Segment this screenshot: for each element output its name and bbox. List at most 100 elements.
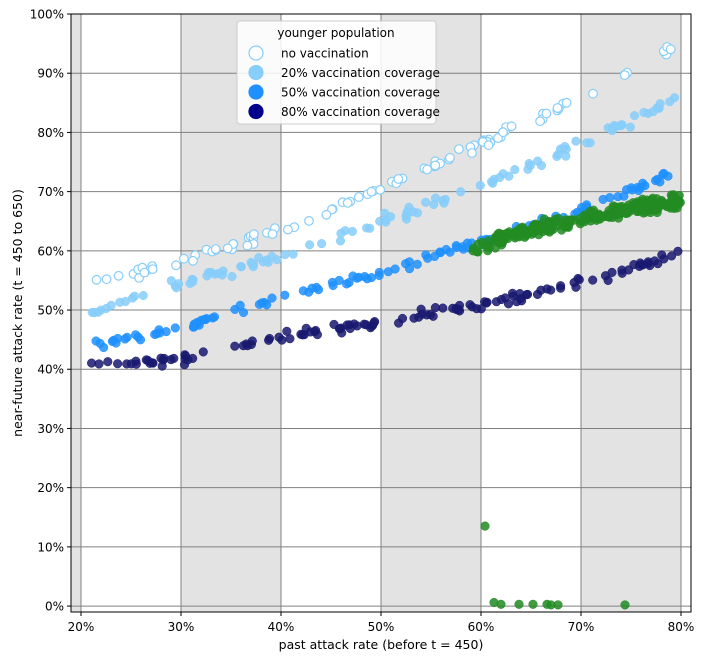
data-point xyxy=(625,122,635,132)
data-point xyxy=(588,205,599,215)
data-point xyxy=(623,208,633,218)
data-point xyxy=(456,187,466,197)
legend-marker xyxy=(248,103,264,120)
data-point xyxy=(634,261,644,271)
data-point xyxy=(645,261,655,271)
data-point xyxy=(483,140,494,151)
y-tick-label: 50% xyxy=(37,304,64,318)
data-point xyxy=(560,215,570,225)
x-tick-label: 70% xyxy=(568,620,595,634)
data-point xyxy=(430,160,441,171)
legend-marker xyxy=(248,84,264,100)
data-point xyxy=(422,310,432,320)
data-point xyxy=(348,271,358,281)
data-point xyxy=(536,160,547,171)
data-point xyxy=(497,240,507,250)
data-point xyxy=(475,180,485,190)
data-point xyxy=(619,70,630,80)
data-point xyxy=(607,267,617,277)
data-point xyxy=(488,178,498,188)
data-point xyxy=(327,277,337,287)
data-point xyxy=(571,136,581,146)
data-point xyxy=(138,290,148,301)
legend-label: 20% vaccination coverage xyxy=(281,66,440,80)
data-point xyxy=(188,255,198,266)
data-point xyxy=(394,318,404,328)
data-point xyxy=(465,300,475,310)
data-point xyxy=(624,265,634,275)
data-point xyxy=(178,253,189,264)
data-point xyxy=(622,185,632,195)
data-point xyxy=(454,144,464,155)
data-point xyxy=(416,304,426,314)
data-point xyxy=(103,357,113,367)
data-point xyxy=(438,196,448,206)
data-point xyxy=(169,353,179,363)
data-point xyxy=(249,259,259,269)
data-point xyxy=(504,171,514,181)
data-point xyxy=(115,297,125,307)
data-point xyxy=(612,209,623,219)
data-point xyxy=(366,186,377,197)
data-point xyxy=(120,334,130,344)
data-point xyxy=(659,254,669,264)
data-point xyxy=(353,192,364,202)
data-point xyxy=(145,358,155,368)
data-point xyxy=(393,174,404,184)
legend: younger population no vaccination 20% vac… xyxy=(236,20,440,125)
data-point xyxy=(361,320,371,330)
data-point xyxy=(170,323,180,333)
data-point xyxy=(510,165,520,175)
data-point xyxy=(421,197,431,207)
data-point xyxy=(445,152,455,163)
data-point xyxy=(458,244,468,254)
data-point xyxy=(631,202,641,212)
data-point xyxy=(188,353,198,363)
data-point xyxy=(267,293,277,303)
data-point xyxy=(536,285,546,295)
y-tick-label: 60% xyxy=(37,244,64,258)
data-point xyxy=(639,203,649,213)
data-point xyxy=(106,300,116,310)
data-point xyxy=(313,285,324,295)
data-point xyxy=(230,304,240,314)
data-point xyxy=(91,336,101,346)
shaded-band xyxy=(71,14,81,612)
data-points xyxy=(87,42,685,610)
legend-label: no vaccination xyxy=(281,47,369,61)
data-point xyxy=(272,255,282,265)
data-point xyxy=(668,198,678,208)
data-point xyxy=(655,177,665,187)
data-point xyxy=(550,214,560,224)
data-point xyxy=(150,329,160,339)
legend-marker xyxy=(248,64,264,81)
data-point xyxy=(87,358,97,368)
legend-label: 80% vaccination coverage xyxy=(281,105,440,119)
data-point xyxy=(304,287,314,297)
data-point xyxy=(111,338,121,348)
y-tick-label: 40% xyxy=(37,363,64,377)
data-point xyxy=(582,138,592,148)
data-point xyxy=(401,214,412,224)
x-tick-label: 20% xyxy=(68,620,95,634)
data-point xyxy=(498,127,508,138)
series-4 xyxy=(468,190,685,610)
data-point xyxy=(196,315,206,325)
data-point xyxy=(648,107,658,117)
y-tick-label: 80% xyxy=(37,126,64,140)
data-point xyxy=(198,347,208,357)
data-point xyxy=(262,300,272,310)
data-point xyxy=(133,332,143,342)
x-tick-label: 40% xyxy=(268,620,295,634)
data-point xyxy=(553,600,563,610)
data-point xyxy=(101,274,112,285)
y-tick-label: 20% xyxy=(37,481,64,495)
data-point xyxy=(335,324,345,334)
x-tick-label: 60% xyxy=(468,620,495,634)
data-point xyxy=(344,320,354,330)
y-tick-label: 90% xyxy=(37,67,64,81)
x-tick-label: 80% xyxy=(668,620,695,634)
data-point xyxy=(620,600,630,610)
data-point xyxy=(113,359,123,369)
